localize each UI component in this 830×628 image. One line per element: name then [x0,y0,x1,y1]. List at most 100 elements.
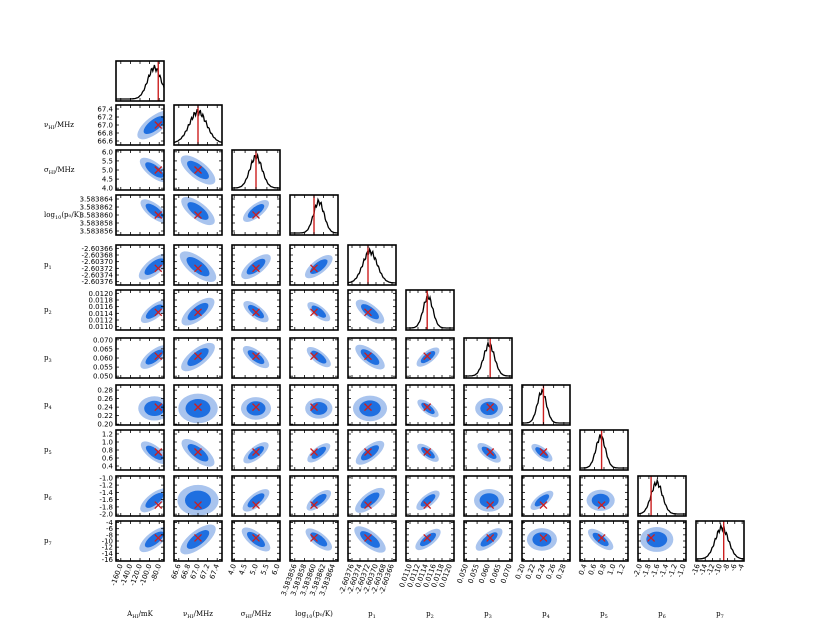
truth-marker-3-2 [252,211,260,219]
panel-9-2 [231,475,281,517]
ytick-label: 0.22 [97,412,113,420]
truth-marker-9-0 [154,501,163,510]
panel-frame-7-4 [347,384,397,426]
ytick-label: 0.6 [102,455,114,463]
panel-frame-9-9 [637,475,687,517]
panel-9-8 [579,475,629,517]
xtick-label: -14 [698,562,710,576]
ytick-label: 0.24 [97,404,113,412]
xtick-label: 67.4 [208,562,221,580]
panel-9-0 [115,475,165,517]
panel-4-3 [289,244,339,286]
panel-10-7 [521,520,571,562]
truth-marker-9-7 [539,501,548,510]
panel-10-0 [115,520,165,562]
column-label-10: p7 [716,610,724,620]
column-label-5: p2 [426,610,434,620]
row-label-9: p6 [44,492,52,502]
marginal-curve-10 [696,522,745,560]
truth-marker-6-0 [154,352,163,361]
panel-frame-7-7 [521,384,571,426]
truth-marker-7-3 [310,403,318,412]
ytick-label: 3.583860 [80,212,113,220]
panel-frame-8-8 [579,429,629,471]
ytick-label: -2.60374 [82,272,114,280]
panel-10-8 [579,520,629,562]
panel-5-2 [231,289,281,331]
ytick-label: -2.60366 [82,245,114,253]
contour-inner-7-3 [310,401,328,415]
row-label-4: p1 [44,261,52,271]
marginal-curve-8 [580,434,628,469]
ytick-label: -16 [102,556,114,564]
panel-4-2 [231,244,281,286]
panel-8-6 [463,429,513,471]
contour-inner-9-5 [420,494,436,507]
panel-10-1 [173,520,223,562]
truth-marker-8-3 [310,448,318,456]
panel-6-1 [173,337,223,379]
row-label-5: p2 [44,306,52,316]
truth-marker-5-4 [364,308,372,317]
panel-6-4 [347,337,397,379]
contour-inner-9-0 [145,492,164,508]
truth-marker-10-7 [539,533,548,542]
panel-frame-7-5 [405,384,455,426]
xtick-label: 5.0 [249,563,260,576]
truth-marker-5-1 [194,308,202,317]
ytick-label: 0.065 [93,345,113,353]
ytick-label: 1.2 [102,431,113,439]
truth-marker-4-2 [252,264,260,273]
ytick-label: 0.0110 [89,323,114,331]
truth-marker-10-2 [252,533,260,542]
panel-8-8 [579,429,629,471]
column-label-2: σHI/MHz [241,610,272,620]
marginal-curve-0 [116,64,165,100]
panel-7-7 [521,384,571,426]
panel-8-3 [289,429,339,471]
xtick-label: -8 [721,563,731,572]
row-label-2: σHI/MHz [44,166,75,176]
contour-inner-8-3 [311,446,327,459]
panel-5-5 [405,289,455,331]
truth-marker-3-0 [154,211,163,219]
truth-marker-8-7 [539,448,548,456]
ytick-label: -10 [102,538,113,546]
panel-7-4 [347,384,397,426]
ytick-label: -6 [106,525,114,533]
marginal-curve-6 [464,340,512,377]
truth-marker-10-1 [194,533,202,542]
panel-6-0 [115,337,165,379]
panel-9-5 [405,475,455,517]
panel-10-9 [637,520,687,562]
panel-9-7 [521,475,571,517]
truth-marker-6-4 [364,352,372,361]
xtick-label: 4.5 [238,563,249,576]
ytick-label: 0.28 [97,387,113,395]
row-label-7: p4 [44,401,52,411]
column-label-7: p4 [542,610,550,620]
panel-7-5 [405,384,455,426]
truth-marker-7-2 [252,403,260,412]
panel-frame-9-3 [289,475,339,517]
panel-frame-9-5 [405,475,455,517]
contour-inner-10-3 [310,532,328,547]
truth-marker-10-3 [310,533,318,542]
truth-marker-5-0 [154,308,163,317]
marginal-curve-4 [347,246,397,284]
ytick-label: 0.0118 [89,297,114,305]
xtick-label: 0.8 [597,563,608,576]
panel-frame-5-5 [405,289,455,331]
panel-7-6 [463,384,513,426]
ytick-label: -2.60372 [82,265,113,273]
xtick-label: -12 [705,563,716,576]
xtick-label: -16 [690,562,702,576]
panel-10-4 [347,520,397,562]
panel-frame-9-7 [521,475,571,517]
contour-inner-5-4 [360,304,380,320]
contour-inner-9-6 [479,493,499,508]
ytick-label: -8 [106,531,113,539]
ytick-label: 0.0120 [89,290,114,298]
panel-frame-9-4 [347,475,397,517]
panel-10-2 [231,520,281,562]
